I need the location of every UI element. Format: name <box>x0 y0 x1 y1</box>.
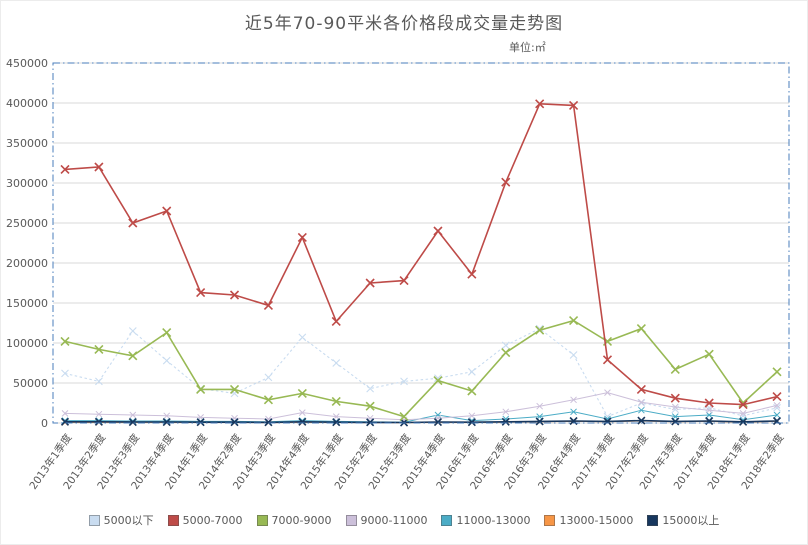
y-tick-label: 100000 <box>6 337 48 350</box>
legend-swatch <box>544 514 556 526</box>
series-markers-9000-11000 <box>61 389 781 424</box>
legend-item-5000-7000[interactable]: 5000-7000 <box>167 513 243 527</box>
legend-swatch <box>256 514 268 526</box>
legend-item-15000以上[interactable]: 15000以上 <box>647 512 719 528</box>
legend-item-7000-9000[interactable]: 7000-9000 <box>256 513 332 527</box>
y-tick-label: 350000 <box>6 137 48 150</box>
y-tick-label: 200000 <box>6 257 48 270</box>
y-tick-label: 300000 <box>6 177 48 190</box>
chart-title: 近5年70-90平米各价格段成交量走势图 <box>244 14 564 34</box>
legend-label: 13000-15000 <box>559 513 634 527</box>
y-tick-label: 250000 <box>6 217 48 230</box>
legend-swatch <box>88 514 100 526</box>
series-line-5000-7000 <box>64 102 778 406</box>
plot-area: 0 50000 100000 150000 200000 250000 300000 3500… <box>6 57 790 492</box>
y-tick-label: 0 <box>41 417 48 430</box>
series-markers-5000-7000 <box>60 99 782 410</box>
y-tick-label: 400000 <box>6 97 48 110</box>
legend-label: 7000-9000 <box>271 513 332 527</box>
y-tick-label: 50000 <box>13 377 48 390</box>
plot-border <box>52 62 790 424</box>
series-line-7000-9000 <box>64 319 778 418</box>
y-tick-label: 450000 <box>6 57 48 70</box>
legend-item-11000-13000[interactable]: 11000-13000 <box>441 514 530 527</box>
y-tick-label: 150000 <box>6 297 48 310</box>
legend-label: 5000以下 <box>103 514 154 527</box>
legend-swatch <box>647 514 659 526</box>
legend-item-13000-15000[interactable]: 13000-15000 <box>544 514 633 527</box>
legend: 5000以下 5000-7000 7000-9000 9000-11000 11000-… <box>1 512 807 528</box>
legend-label: 5000-7000 <box>182 513 243 527</box>
legend-item-5000以下[interactable]: 5000以下 <box>88 512 154 528</box>
legend-swatch <box>167 514 179 526</box>
legend-item-9000-11000[interactable]: 9000-11000 <box>345 513 428 527</box>
legend-label: 11000-13000 <box>456 513 531 527</box>
legend-label: 15000以上 <box>662 514 720 527</box>
legend-swatch <box>345 514 357 526</box>
series-markers-7000-9000 <box>60 316 782 422</box>
unit-label: 单位:㎡ <box>509 41 546 54</box>
legend-swatch <box>441 514 453 526</box>
series-markers-15000以上 <box>60 416 782 427</box>
series-line-5000以下 <box>64 327 778 418</box>
series-line-9000-11000 <box>64 392 778 421</box>
legend-label: 9000-11000 <box>360 513 428 527</box>
series-line-15000以上 <box>65 419 778 424</box>
